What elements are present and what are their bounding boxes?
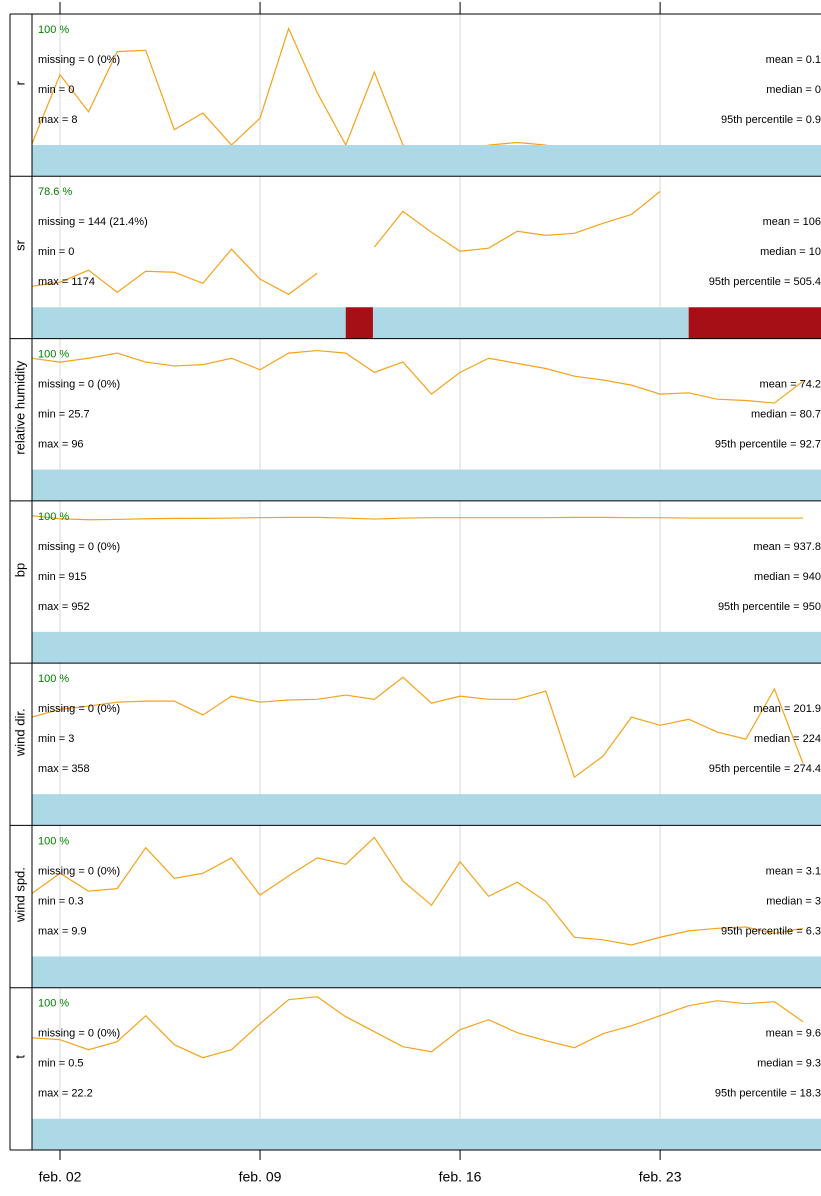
- coverage-text: 100 %: [38, 673, 69, 685]
- coverage-text: 100 %: [38, 835, 69, 847]
- missing-bar: [688, 307, 821, 339]
- coverage-bar: [32, 631, 821, 664]
- stat-median: median = 9.3: [757, 1058, 821, 1070]
- stat-percentile: 95th percentile = 92.7: [715, 438, 821, 450]
- stat-percentile: 95th percentile = 0.9: [721, 114, 821, 126]
- stat-median: median = 224: [754, 733, 821, 745]
- stat-missing: missing = 0 (0%): [38, 541, 120, 553]
- stat-max: max = 8: [38, 114, 77, 126]
- stat-mean: mean = 0.1: [766, 54, 821, 66]
- coverage-text: 100 %: [38, 24, 69, 36]
- panel-label: bp: [12, 563, 27, 577]
- labels: feb. 02 feb. 09 feb. 16 feb. 23 100 % missing…: [12, 24, 821, 1185]
- stat-percentile: 95th percentile = 274.4: [709, 763, 821, 775]
- stat-min: min = 0: [38, 246, 74, 258]
- stat-min: min = 915: [38, 571, 87, 583]
- data-line: [32, 676, 804, 779]
- panel-label: wind dir.: [12, 708, 27, 757]
- stat-max: max = 358: [38, 763, 90, 775]
- stat-mean: mean = 74.2: [760, 378, 821, 390]
- stat-missing: missing = 0 (0%): [38, 54, 120, 66]
- data-line: [32, 836, 804, 946]
- stat-min: min = 25.7: [38, 408, 90, 420]
- stat-mean: mean = 3.1: [766, 865, 821, 877]
- x-tick-label: feb. 09: [239, 1169, 282, 1185]
- coverage-bar: [32, 956, 821, 988]
- stat-mean: mean = 106: [763, 216, 821, 228]
- panel-label: r: [12, 80, 27, 85]
- stat-min: min = 0.5: [38, 1058, 84, 1070]
- frame: [9, 2, 821, 1160]
- coverage-text: 100 %: [38, 348, 69, 360]
- data-line: [32, 349, 804, 404]
- stat-percentile: 95th percentile = 505.4: [709, 276, 821, 288]
- x-tick-label: feb. 02: [39, 1169, 82, 1185]
- panel-label: wind spd.: [12, 867, 27, 923]
- stat-max: max = 952: [38, 601, 90, 613]
- stat-missing: missing = 144 (21.4%): [38, 216, 148, 228]
- stat-percentile: 95th percentile = 6.3: [721, 925, 821, 937]
- panel-label: sr: [12, 239, 27, 251]
- stat-missing: missing = 0 (0%): [38, 1028, 120, 1040]
- stat-median: median = 940: [754, 571, 821, 583]
- data-line: [32, 515, 803, 521]
- coverage-bar: [32, 469, 821, 501]
- stat-missing: missing = 0 (0%): [38, 703, 120, 715]
- coverage-bar: [32, 794, 821, 826]
- stat-min: min = 0.3: [38, 895, 84, 907]
- coverage-text: 78.6 %: [38, 186, 72, 198]
- stat-max: max = 9.9: [38, 925, 87, 937]
- coverage-text: 100 %: [38, 511, 69, 523]
- stat-mean: mean = 9.6: [766, 1028, 821, 1040]
- stat-min: min = 3: [38, 733, 74, 745]
- x-tick-label: feb. 23: [639, 1169, 682, 1185]
- coverage-bar: [32, 1118, 821, 1150]
- stat-max: max = 1174: [38, 276, 95, 288]
- x-tick-label: feb. 16: [439, 1169, 482, 1185]
- stat-missing: missing = 0 (0%): [38, 378, 120, 390]
- stat-min: min = 0: [38, 84, 74, 96]
- stat-max: max = 22.2: [38, 1088, 93, 1100]
- data-line: [32, 26, 803, 155]
- stat-percentile: 95th percentile = 18.3: [715, 1088, 821, 1100]
- stat-mean: mean = 937.8: [753, 541, 821, 553]
- stat-percentile: 95th percentile = 950: [718, 601, 821, 613]
- data-line: [32, 996, 804, 1059]
- panel-label: t: [12, 1055, 27, 1059]
- stat-median: median = 3: [766, 895, 821, 907]
- stat-median: median = 80.7: [751, 408, 821, 420]
- stat-missing: missing = 0 (0%): [38, 865, 120, 877]
- stat-mean: mean = 201.9: [753, 703, 821, 715]
- panel-label: relative humidity: [12, 360, 27, 454]
- stat-max: max = 96: [38, 438, 84, 450]
- coverage-text: 100 %: [38, 998, 69, 1010]
- panels: [32, 26, 821, 1150]
- data-line: [32, 190, 661, 295]
- stat-median: median = 0: [766, 84, 821, 96]
- coverage-bar: [32, 145, 821, 177]
- stat-median: median = 10: [760, 246, 821, 258]
- missing-bar: [345, 307, 373, 339]
